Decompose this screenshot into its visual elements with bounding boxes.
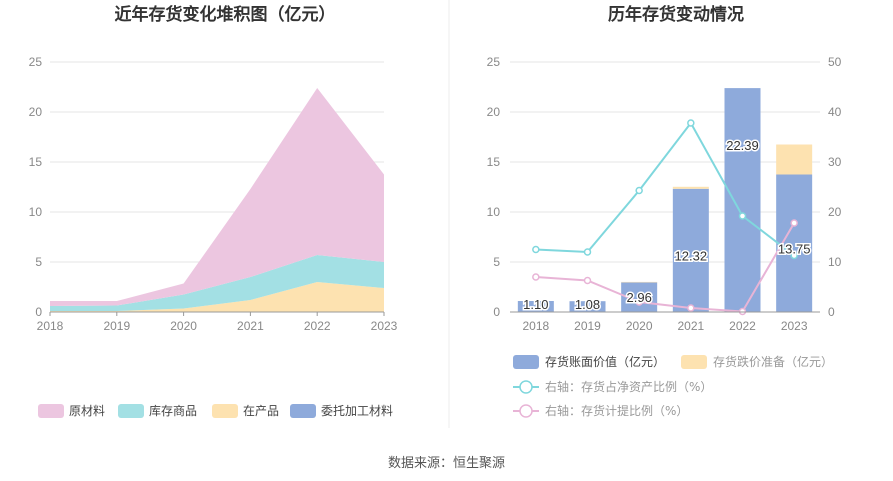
right-legend: 存货账面价值（亿元） 存货跌价准备（亿元）右轴：存货占净资产比例（%） 右轴：存货计… — [513, 354, 833, 418]
y2-tick-label: 10 — [828, 255, 842, 269]
y-tick-label: 10 — [487, 205, 501, 219]
line-point — [790, 251, 798, 260]
x-tick-label: 2021 — [237, 319, 264, 333]
x-tick-label: 2019 — [103, 319, 130, 333]
x-tick-label: 2018 — [37, 319, 64, 333]
legend-marker — [519, 404, 533, 418]
legend-swatch — [513, 355, 539, 369]
y-tick-label: 25 — [29, 55, 43, 69]
x-tick-label: 2023 — [371, 319, 398, 333]
bar-book-value — [517, 301, 554, 312]
left-area-series — [50, 88, 384, 312]
y-tick-label: 0 — [35, 305, 42, 319]
y-tick-label: 5 — [493, 255, 500, 269]
bar-value-label: 22.39 — [726, 138, 759, 153]
line-point — [532, 245, 540, 254]
legend-swatch — [212, 404, 238, 418]
x-tick-label: 2022 — [304, 319, 331, 333]
legend-swatch — [118, 404, 144, 418]
legend-label: 右轴：存货计提比例（%） — [545, 403, 688, 418]
bar-book-value — [569, 301, 606, 312]
y2-tick-label: 40 — [828, 105, 842, 119]
right-gridlines — [510, 61, 820, 263]
stacked-area-chart: 近年存货变化堆积图（亿元） 0 5 10 15 20 25 2018 2019 2020 2021… — [29, 4, 398, 418]
right-axes: 0 5 10 15 20 25 0 10 20 30 40 50 2018 2019 2020 2021 202… — [487, 55, 842, 333]
legend-label: 委托加工材料 — [321, 404, 393, 418]
bar-value-label: 13.75 — [778, 241, 811, 256]
line-point — [687, 119, 695, 127]
y-tick-label: 5 — [35, 255, 42, 269]
line-point — [635, 298, 643, 306]
data-source-note: 数据来源：恒生聚源 — [387, 456, 505, 471]
right-bar-series — [517, 88, 813, 312]
legend-label: 存货跌价准备（亿元） — [713, 354, 833, 369]
left-axes: 0 5 10 15 20 25 2018 2019 2020 2021 2022 2023 — [29, 55, 398, 333]
y-tick-label: 0 — [493, 305, 500, 319]
y2-tick-label: 50 — [828, 55, 842, 69]
bar-line-chart: 历年存货变动情况 1.10 1.08 2.96 12.32 22.39 13.75 0 5 1… — [487, 4, 842, 418]
bar-value-label: 1.10 — [523, 297, 548, 312]
line-point — [583, 248, 592, 256]
legend-label: 存货账面价值（亿元） — [545, 354, 665, 369]
area-库存商品 — [50, 255, 384, 311]
bar-book-value — [724, 88, 761, 312]
x-tick-label: 2020 — [626, 319, 653, 333]
legend-swatch — [290, 404, 316, 418]
line-point — [532, 273, 540, 281]
right-bar-labels: 1.10 1.08 2.96 12.32 22.39 13.75 — [522, 137, 812, 314]
y-tick-label: 10 — [29, 205, 43, 219]
line-右轴：存货占净资产比例（%） — [535, 121, 795, 257]
x-tick-label: 2018 — [522, 319, 549, 333]
bar-provision — [672, 186, 709, 189]
legend-label: 右轴：存货占净资产比例（%） — [545, 379, 712, 394]
bar-provision — [621, 281, 658, 283]
bar-value-label: 12.32 — [675, 248, 708, 263]
legend-swatch — [38, 404, 64, 418]
x-tick-label: 2021 — [677, 319, 704, 333]
line-右轴：存货计提比例（%） — [535, 222, 796, 313]
line-point — [790, 219, 798, 227]
area-在产品 — [50, 282, 384, 312]
line-point — [635, 186, 643, 195]
left-chart-title: 近年存货变化堆积图（亿元） — [115, 4, 336, 25]
y-tick-label: 20 — [29, 105, 43, 119]
y-tick-label: 20 — [487, 105, 501, 119]
bar-value-label: 2.96 — [627, 290, 652, 305]
line-point — [738, 212, 747, 220]
legend-label: 在产品 — [243, 404, 279, 418]
line-point — [583, 276, 592, 285]
line-point — [687, 304, 695, 312]
x-tick-label: 2023 — [781, 319, 808, 333]
y2-tick-label: 20 — [828, 205, 842, 219]
area-原材料 — [50, 88, 384, 306]
y-tick-label: 15 — [29, 155, 43, 169]
x-tick-label: 2020 — [170, 319, 197, 333]
bar-provision — [776, 144, 813, 175]
right-line-series — [532, 119, 798, 316]
bar-book-value — [672, 188, 709, 312]
x-tick-label: 2022 — [729, 319, 756, 333]
legend-marker — [519, 380, 533, 394]
bar-value-label: 1.08 — [575, 297, 600, 312]
legend-label: 库存商品 — [149, 403, 197, 418]
legend-label: 原材料 — [69, 404, 105, 418]
x-tick-label: 2019 — [574, 319, 601, 333]
y-tick-label: 15 — [487, 155, 501, 169]
y2-tick-label: 30 — [828, 155, 842, 169]
y-tick-label: 25 — [487, 55, 501, 69]
left-legend: 原材料 库存商品 在产品 委托加工材料 — [38, 403, 393, 418]
legend-swatch — [681, 355, 707, 369]
y2-tick-label: 0 — [828, 305, 835, 319]
right-chart-title: 历年存货变动情况 — [608, 4, 744, 25]
